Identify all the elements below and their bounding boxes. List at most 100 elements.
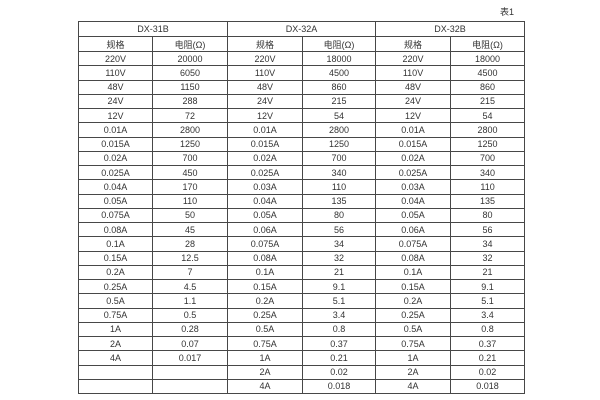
table-cell: 1A [78, 321, 153, 338]
table-cell: 12V [78, 107, 153, 124]
table-cell: 860 [302, 79, 377, 95]
table-row: 4A 0.018 4A 0.018 [78, 378, 526, 395]
table-cell: 0.5A [78, 293, 153, 309]
table-cell: 32 [302, 250, 377, 266]
table-cell: 220V [375, 50, 452, 67]
table-cell: 24V [375, 93, 452, 110]
table-body: 220V 20000 220V 18000 220V 18000 110V 6050 110V 4… [78, 50, 526, 395]
spec-column-header: 规格 [78, 36, 153, 52]
table-cell: 0.018 [450, 378, 526, 395]
table-cell: 0.015A [227, 136, 304, 152]
column-header-row: 规格 电阻(Ω) 规格 电阻(Ω) 规格 电阻(Ω) [78, 36, 526, 52]
table-row: 0.1A 28 0.075A 34 0.075A 34 [78, 236, 526, 252]
table-cell: 4500 [302, 65, 377, 81]
table-header: DX-31B DX-32A DX-32B 规格 电阻(Ω) 规格 电阻(Ω) 规… [77, 21, 526, 52]
table-cell: 1250 [151, 136, 229, 152]
table-cell: 3.4 [302, 307, 377, 323]
table-cell: 45 [151, 221, 229, 238]
table-row: 0.5A 1.1 0.2A 5.1 0.2A 5.1 [78, 293, 526, 309]
table-cell: 54 [450, 107, 526, 124]
table-cell: 0.015A [78, 136, 153, 152]
table-cell: 2A [375, 364, 452, 380]
table-cell: 0.21 [302, 350, 377, 366]
table-cell: 48V [375, 79, 452, 95]
table-cell: 4A [78, 350, 153, 366]
table-cell: 32 [450, 250, 526, 266]
table-cell: 0.025A [227, 164, 304, 181]
table-cell: 50 [151, 207, 229, 224]
table-cell: 0.15A [227, 278, 304, 295]
table-cell [151, 364, 229, 380]
table-row: 0.04A 170 0.03A 110 0.03A 110 [78, 179, 526, 195]
table-cell: 0.75A [375, 335, 452, 352]
table-cell: 0.03A [227, 179, 304, 195]
table-cell: 24V [227, 93, 304, 110]
table-cell: 220V [78, 50, 153, 67]
table-cell: 9.1 [302, 278, 377, 295]
resistance-column-header: 电阻(Ω) [151, 36, 229, 52]
table-cell: 0.2A [78, 264, 153, 281]
table-cell: 4A [375, 378, 452, 395]
table-cell: 110 [151, 193, 229, 209]
table-cell: 28 [151, 236, 229, 252]
table-cell: 34 [302, 236, 377, 252]
spec-column-header: 规格 [375, 36, 452, 52]
table-cell: 0.25A [227, 307, 304, 323]
table-cell: 0.017 [151, 350, 229, 366]
table-cell: 700 [450, 150, 526, 167]
table-cell: 0.08A [375, 250, 452, 266]
table-cell: 0.75A [227, 335, 304, 352]
table-cell: 0.8 [450, 321, 526, 338]
table-cell: 0.28 [151, 321, 229, 338]
table-cell: 288 [151, 93, 229, 110]
table-cell: 110 [450, 179, 526, 195]
table-cell: 0.02A [375, 150, 452, 167]
table-cell: 215 [302, 93, 377, 110]
table-cell: 0.025A [375, 164, 452, 181]
table-cell: 0.1A [375, 264, 452, 281]
spec-column-header: 规格 [227, 36, 304, 52]
table-cell: 170 [151, 179, 229, 195]
table-cell: 21 [450, 264, 526, 281]
table-cell: 12V [375, 107, 452, 124]
table-cell [151, 378, 229, 395]
table-cell: 2A [78, 335, 153, 352]
table-cell: 56 [302, 221, 377, 238]
table-cell: 48V [78, 79, 153, 95]
table-cell: 2A [227, 364, 304, 380]
table-cell: 4500 [450, 65, 526, 81]
table-cell: 0.1A [78, 236, 153, 252]
table-cell: 0.02A [227, 150, 304, 167]
table-row: 0.25A 4.5 0.15A 9.1 0.15A 9.1 [78, 278, 526, 295]
table-cell: 0.075A [375, 236, 452, 252]
table-cell: 0.025A [78, 164, 153, 181]
table-cell: 0.75A [78, 307, 153, 323]
table-cell [78, 378, 153, 395]
table-cell: 0.01A [227, 122, 304, 138]
table-cell: 0.37 [450, 335, 526, 352]
table-cell: 0.02 [450, 364, 526, 380]
table-cell: 220V [227, 50, 304, 67]
table-row: 1A 0.28 0.5A 0.8 0.5A 0.8 [78, 321, 526, 338]
table-row: 0.075A 50 0.05A 80 0.05A 80 [78, 207, 526, 224]
table-cell: 0.02 [302, 364, 377, 380]
table-cell: 110V [375, 65, 452, 81]
table-cell: 56 [450, 221, 526, 238]
table-cell: 0.05A [375, 207, 452, 224]
table-cell: 24V [78, 93, 153, 110]
table-row: 0.15A 12.5 0.08A 32 0.08A 32 [78, 250, 526, 266]
table-cell: 0.07 [151, 335, 229, 352]
group-header-dx32b: DX-32B [375, 21, 526, 37]
table-row: 0.02A 700 0.02A 700 0.02A 700 [78, 150, 526, 167]
table-row: 2A 0.02 2A 0.02 [78, 364, 526, 380]
table-cell: 0.01A [375, 122, 452, 138]
table-cell: 54 [302, 107, 377, 124]
resistance-column-header: 电阻(Ω) [450, 36, 526, 52]
table-cell: 0.1A [227, 264, 304, 281]
table-cell: 700 [302, 150, 377, 167]
table-row: 0.2A 7 0.1A 21 0.1A 21 [78, 264, 526, 281]
table-cell: 80 [450, 207, 526, 224]
table-row: 48V 1150 48V 860 48V 860 [78, 79, 526, 95]
table-cell: 1250 [450, 136, 526, 152]
